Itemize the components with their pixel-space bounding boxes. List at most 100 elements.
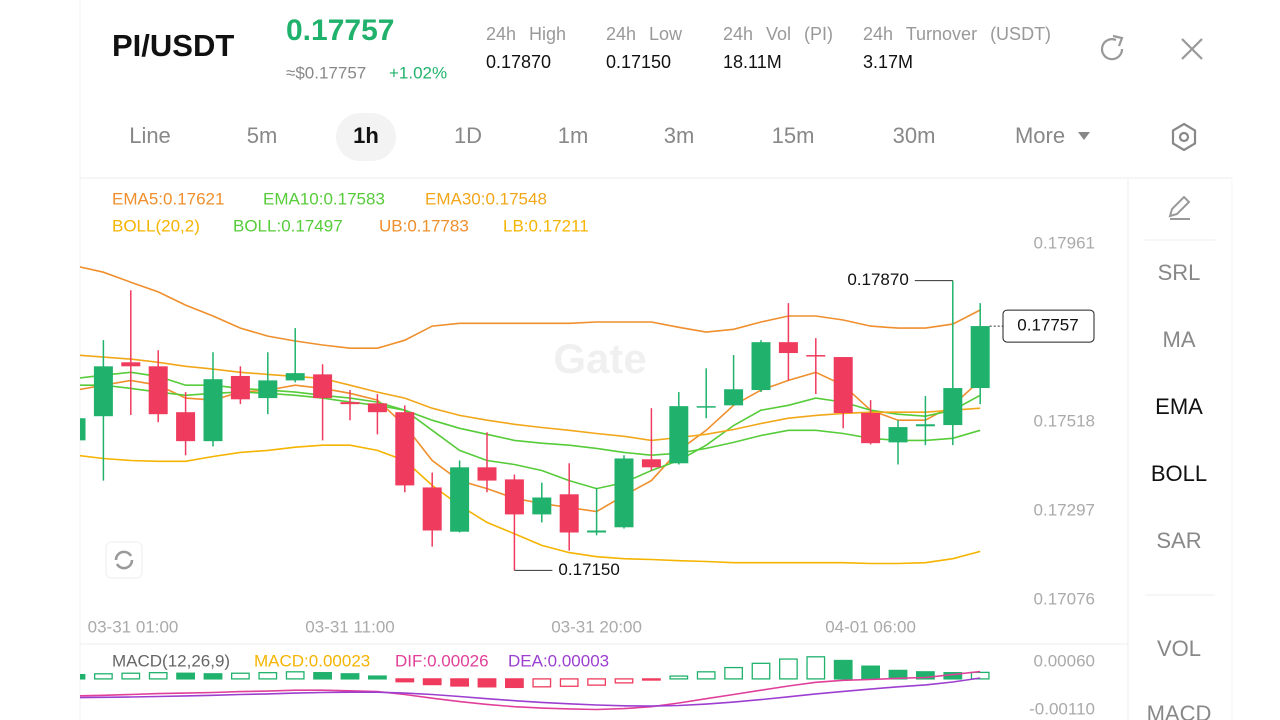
macd-bar bbox=[614, 678, 634, 684]
x-tick-label: 03-31 01:00 bbox=[88, 617, 179, 636]
y-tick-label: 0.17076 bbox=[1034, 590, 1095, 609]
indicator-line bbox=[80, 371, 981, 490]
macd-line bbox=[80, 670, 981, 711]
macd-plot bbox=[80, 656, 990, 711]
candle-body bbox=[203, 379, 223, 442]
indicator-toggle[interactable]: EMA bbox=[1155, 394, 1203, 419]
macd-bar bbox=[367, 675, 387, 680]
macd-bar bbox=[724, 666, 743, 680]
stat-label: 24h Turnover (USDT) bbox=[863, 24, 1051, 44]
candle-body bbox=[367, 403, 387, 413]
change: +1.02% bbox=[389, 63, 447, 82]
left-margin bbox=[0, 0, 80, 720]
candle-body bbox=[93, 366, 113, 417]
indicator-legend: EMA5:0.17621 bbox=[112, 189, 224, 208]
close-button[interactable] bbox=[1181, 38, 1203, 60]
pair: PI/USDT bbox=[112, 28, 234, 63]
draw-tool-button[interactable] bbox=[1168, 195, 1191, 220]
candle-body bbox=[340, 402, 360, 405]
x-tick-label: 03-31 11:00 bbox=[305, 617, 394, 636]
candle-body bbox=[641, 459, 661, 468]
interval-tab[interactable]: 1h bbox=[353, 123, 379, 148]
macd-bar bbox=[313, 672, 333, 680]
candle-body bbox=[861, 412, 881, 444]
usd-price: ≈$0.17757 bbox=[286, 63, 366, 82]
macd-bar bbox=[669, 675, 689, 680]
macd-bar bbox=[80, 674, 86, 680]
candle-body bbox=[80, 418, 86, 441]
indicator-toggle[interactable]: MACD bbox=[1147, 701, 1212, 720]
low-marker-label: 0.17150 bbox=[558, 560, 619, 579]
indicator-toggle[interactable]: BOLL bbox=[1151, 461, 1207, 486]
interval-tab[interactable]: 15m bbox=[772, 123, 815, 148]
macd-bar bbox=[203, 673, 223, 680]
indicator-legend: BOLL:0.17497 bbox=[233, 216, 343, 235]
candle-body bbox=[395, 412, 415, 486]
candle-body bbox=[724, 389, 744, 406]
macd-bar bbox=[121, 672, 141, 680]
selected-tab-bg bbox=[336, 113, 396, 161]
macd-bar bbox=[532, 678, 552, 688]
interval-tab[interactable]: Line bbox=[129, 123, 171, 148]
indicator-toggle[interactable]: SAR bbox=[1156, 528, 1201, 553]
interval-tab[interactable]: More bbox=[1015, 123, 1065, 148]
reset-view-button[interactable] bbox=[105, 541, 143, 579]
candle-body bbox=[778, 342, 798, 354]
macd-bar bbox=[340, 673, 360, 680]
candle-body bbox=[148, 366, 168, 415]
candle-body bbox=[450, 467, 470, 532]
macd-bar bbox=[230, 672, 250, 680]
stat-label: 24h Vol (PI) bbox=[723, 24, 833, 44]
interval-tab[interactable]: 30m bbox=[893, 123, 936, 148]
candle-body bbox=[258, 380, 278, 399]
high-marker-label: 0.17870 bbox=[847, 270, 908, 289]
indicator-toggle[interactable]: SRL bbox=[1158, 260, 1201, 285]
boll-legend: BOLL(20,2) bbox=[112, 216, 200, 235]
indicator-line bbox=[80, 354, 981, 442]
x-tick-label: 04-01 06:00 bbox=[825, 617, 916, 636]
indicator-line bbox=[80, 266, 981, 349]
interval-tab[interactable]: 3m bbox=[664, 123, 695, 148]
candle-body bbox=[806, 355, 826, 357]
candle-body bbox=[176, 412, 196, 442]
macd-bar bbox=[285, 671, 305, 680]
macd-bar bbox=[696, 671, 716, 680]
candle-body bbox=[504, 479, 524, 515]
indicator-line bbox=[80, 444, 981, 565]
indicator-legend: EMA30:0.17548 bbox=[425, 189, 547, 208]
interval-tab[interactable]: 5m bbox=[247, 123, 278, 148]
macd-bar bbox=[751, 662, 771, 680]
macd-bar bbox=[395, 678, 415, 683]
last-price-label: 0.17757 bbox=[1017, 316, 1078, 335]
candle-body bbox=[833, 357, 853, 413]
stat-value: 0.17150 bbox=[606, 52, 671, 72]
candle-body bbox=[888, 427, 908, 443]
macd-line bbox=[80, 677, 981, 707]
price-plot bbox=[80, 266, 990, 571]
macd-bar bbox=[422, 678, 442, 686]
settings-button[interactable] bbox=[1171, 122, 1197, 152]
stat-label: 24h Low bbox=[606, 24, 683, 44]
y-tick-label: 0.17518 bbox=[1034, 412, 1095, 431]
stat-value: 18.11M bbox=[723, 52, 782, 72]
indicator-toggle[interactable]: MA bbox=[1163, 327, 1196, 352]
y-tick-label: 0.17961 bbox=[1034, 233, 1095, 252]
macd-bar bbox=[504, 678, 524, 689]
indicator-legend: UB:0.17783 bbox=[379, 216, 469, 235]
indicator-toggle[interactable]: VOL bbox=[1157, 636, 1201, 661]
macd-legend: DEA:0.00003 bbox=[508, 651, 609, 670]
interval-tab[interactable]: 1m bbox=[558, 123, 589, 148]
macd-bar bbox=[587, 678, 606, 686]
candle-body bbox=[532, 497, 552, 515]
macd-legend: DIF:0.00026 bbox=[395, 651, 489, 670]
candle-body bbox=[943, 388, 963, 426]
candle-body bbox=[970, 326, 990, 389]
refresh-button[interactable] bbox=[1100, 34, 1124, 61]
y-tick-label: 0.00060 bbox=[1034, 651, 1095, 670]
candle-body bbox=[313, 374, 333, 399]
interval-tab[interactable]: 1D bbox=[454, 123, 482, 148]
stat-value: 3.17M bbox=[863, 52, 913, 72]
candle-body bbox=[751, 342, 771, 391]
indicator-legend: EMA10:0.17583 bbox=[263, 189, 385, 208]
macd-title: MACD(12,26,9) bbox=[112, 651, 230, 670]
